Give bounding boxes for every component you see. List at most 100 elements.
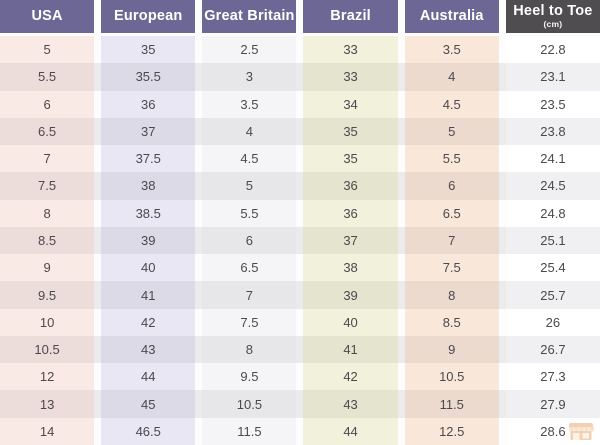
- cell-australia: 12.5: [404, 417, 499, 445]
- table-row: 13 45 10.5 43 11.5 27.9: [0, 390, 600, 418]
- cell-great-britain: 9.5: [202, 363, 297, 391]
- cell-heel-to-toe: 27.9: [505, 390, 600, 418]
- cell-brazil: 40: [303, 308, 398, 336]
- cell-brazil: 42: [303, 363, 398, 391]
- header-body-divider: [0, 33, 600, 36]
- table-row: 6 36 3.5 34 4.5 23.5: [0, 90, 600, 118]
- cell-heel-to-toe: 25.7: [505, 281, 600, 309]
- column-header-great-britain: Great Britain: [202, 0, 297, 33]
- cell-australia: 6.5: [404, 199, 499, 227]
- cell-european: 38: [101, 172, 196, 200]
- cell-great-britain: 3.5: [202, 90, 297, 118]
- table-row: 10.5 43 8 41 9 26.7: [0, 335, 600, 364]
- cell-usa: 6: [0, 90, 95, 118]
- cell-great-britain: 5.5: [202, 199, 297, 227]
- cell-brazil: 35: [303, 145, 398, 173]
- cell-european: 46.5: [101, 417, 196, 445]
- cell-usa: 10.5: [0, 335, 95, 364]
- table-row: 14 46.5 11.5 44 12.5 28.6: [0, 417, 600, 445]
- column-header-heel-to-toe: Heel to Toe (cm): [505, 0, 600, 33]
- cell-brazil: 36: [303, 172, 398, 200]
- cell-brazil: 41: [303, 335, 398, 364]
- cell-australia: 11.5: [404, 390, 499, 418]
- cell-usa: 12: [0, 363, 95, 391]
- cell-brazil: 43: [303, 390, 398, 418]
- cell-european: 43: [101, 335, 196, 364]
- cell-heel-to-toe: 24.5: [505, 172, 600, 200]
- heel-to-toe-label: Heel to Toe: [513, 2, 593, 19]
- cell-usa: 13: [0, 390, 95, 418]
- cell-australia: 9: [404, 335, 499, 364]
- cell-heel-to-toe: 24.8: [505, 199, 600, 227]
- cell-usa: 9: [0, 254, 95, 282]
- cell-australia: 5: [404, 117, 499, 146]
- cell-great-britain: 4.5: [202, 145, 297, 173]
- cell-australia: 4: [404, 63, 499, 91]
- cell-heel-to-toe: 23.1: [505, 63, 600, 91]
- cell-great-britain: 2.5: [202, 36, 297, 64]
- cell-european: 44: [101, 363, 196, 391]
- cell-heel-to-toe: 25.1: [505, 226, 600, 255]
- cell-heel-to-toe: 27.3: [505, 363, 600, 391]
- cell-australia: 3.5: [404, 36, 499, 64]
- cell-usa: 8.5: [0, 226, 95, 255]
- table-row: 8.5 39 6 37 7 25.1: [0, 226, 600, 255]
- table-row: 7 37.5 4.5 35 5.5 24.1: [0, 145, 600, 173]
- cell-brazil: 33: [303, 63, 398, 91]
- cell-great-britain: 4: [202, 117, 297, 146]
- cell-european: 35: [101, 36, 196, 64]
- cell-brazil: 35: [303, 117, 398, 146]
- cell-european: 37.5: [101, 145, 196, 173]
- cell-usa: 9.5: [0, 281, 95, 309]
- column-header-australia: Australia: [404, 0, 499, 33]
- table-row: 8 38.5 5.5 36 6.5 24.8: [0, 199, 600, 227]
- cell-brazil: 37: [303, 226, 398, 255]
- cell-australia: 7: [404, 226, 499, 255]
- cell-european: 36: [101, 90, 196, 118]
- table-row: 12 44 9.5 42 10.5 27.3: [0, 363, 600, 391]
- table-row: 9 40 6.5 38 7.5 25.4: [0, 254, 600, 282]
- cell-usa: 10: [0, 308, 95, 336]
- cell-great-britain: 7.5: [202, 308, 297, 336]
- cell-heel-to-toe: 28.6: [505, 417, 600, 445]
- cell-great-britain: 11.5: [202, 417, 297, 445]
- cell-australia: 7.5: [404, 254, 499, 282]
- cell-australia: 10.5: [404, 363, 499, 391]
- column-header-usa: USA: [0, 0, 95, 33]
- cell-heel-to-toe: 26.7: [505, 335, 600, 364]
- cell-brazil: 34: [303, 90, 398, 118]
- table-row: 7.5 38 5 36 6 24.5: [0, 172, 600, 200]
- cell-great-britain: 7: [202, 281, 297, 309]
- cell-australia: 6: [404, 172, 499, 200]
- cell-usa: 6.5: [0, 117, 95, 146]
- cell-european: 41: [101, 281, 196, 309]
- cell-australia: 5.5: [404, 145, 499, 173]
- cell-brazil: 39: [303, 281, 398, 309]
- cell-usa: 14: [0, 417, 95, 445]
- cell-great-britain: 8: [202, 335, 297, 364]
- cell-great-britain: 6.5: [202, 254, 297, 282]
- cell-brazil: 44: [303, 417, 398, 445]
- cell-heel-to-toe: 25.4: [505, 254, 600, 282]
- heel-to-toe-unit: (cm): [543, 19, 563, 30]
- cell-great-britain: 5: [202, 172, 297, 200]
- cell-brazil: 36: [303, 199, 398, 227]
- cell-australia: 8.5: [404, 308, 499, 336]
- cell-european: 42: [101, 308, 196, 336]
- cell-great-britain: 3: [202, 63, 297, 91]
- cell-usa: 5: [0, 36, 95, 64]
- cell-heel-to-toe: 23.8: [505, 117, 600, 146]
- cell-usa: 7: [0, 145, 95, 173]
- table-row: 5 35 2.5 33 3.5 22.8: [0, 36, 600, 64]
- cell-brazil: 38: [303, 254, 398, 282]
- cell-brazil: 33: [303, 36, 398, 64]
- cell-european: 35.5: [101, 63, 196, 91]
- table-row: 10 42 7.5 40 8.5 26: [0, 308, 600, 336]
- table-row: 9.5 41 7 39 8 25.7: [0, 281, 600, 309]
- cell-european: 45: [101, 390, 196, 418]
- cell-heel-to-toe: 22.8: [505, 36, 600, 64]
- cell-heel-to-toe: 23.5: [505, 90, 600, 118]
- cell-european: 37: [101, 117, 196, 146]
- cell-european: 38.5: [101, 199, 196, 227]
- cell-great-britain: 6: [202, 226, 297, 255]
